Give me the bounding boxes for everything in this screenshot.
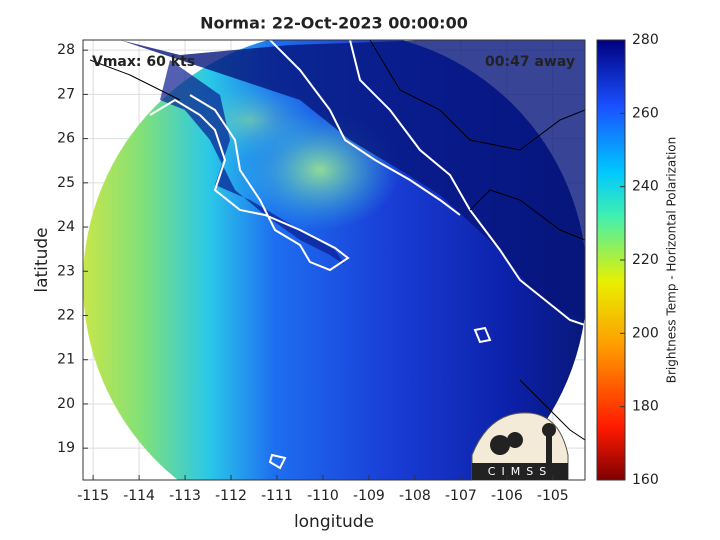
colorbar-tick-label: 160	[632, 472, 659, 488]
mainland	[120, 40, 585, 320]
x-tick-label: -110	[307, 488, 339, 504]
x-tick-label: -112	[215, 488, 247, 504]
logo-dish	[490, 435, 510, 455]
x-tick-label: -109	[353, 488, 385, 504]
colorbar-tick-label: 240	[632, 179, 659, 195]
logo-tower-top	[542, 423, 556, 437]
logo-dish	[507, 432, 523, 448]
logo-text: CIMSS	[488, 465, 552, 478]
y-tick-label: 19	[57, 440, 75, 456]
x-tick-label: -107	[445, 488, 477, 504]
cimss-logo: CIMSS	[471, 412, 569, 481]
land-mass	[160, 60, 345, 265]
x-tick-label: -105	[537, 488, 569, 504]
colorbar-tick-label: 180	[632, 399, 659, 415]
y-tick-label: 22	[57, 307, 75, 323]
colorbar-tick-label: 260	[632, 105, 659, 121]
x-tick-label: -106	[491, 488, 523, 504]
y-tick-label: 27	[57, 86, 75, 102]
y-tick-label: 23	[57, 263, 75, 279]
x-tick-label: -113	[169, 488, 201, 504]
y-tick-label: 20	[57, 396, 75, 412]
x-tick-label: -111	[261, 488, 293, 504]
colorbar-tick-label: 220	[632, 252, 659, 268]
y-axis-label: latitude	[32, 227, 52, 292]
colorbar-tick-label: 200	[632, 325, 659, 341]
y-tick-label: 26	[57, 131, 75, 147]
x-tick-label: -115	[77, 488, 109, 504]
colorbar-tick-label: 280	[632, 32, 659, 48]
vmax-annotation: Vmax: 60 kts	[92, 54, 195, 70]
axes-frame	[82, 39, 586, 481]
y-tick-label: 28	[57, 42, 75, 58]
y-tick-label: 24	[57, 219, 75, 235]
colorbar-label: Brightness Temp - Horizontal Polarizatio…	[665, 137, 679, 384]
satellite-swath	[83, 40, 585, 480]
y-tick-label: 25	[57, 175, 75, 191]
time-annotation: 00:47 away	[485, 54, 575, 70]
y-tick-label: 21	[57, 352, 75, 368]
x-axis-label: longitude	[294, 512, 374, 532]
x-tick-label: -114	[123, 488, 155, 504]
chart-title: Norma: 22-Oct-2023 00:00:00	[200, 14, 468, 33]
borders	[89, 40, 585, 441]
x-tick-label: -108	[399, 488, 431, 504]
logo-bar	[472, 463, 568, 480]
logo-tower	[546, 428, 552, 464]
